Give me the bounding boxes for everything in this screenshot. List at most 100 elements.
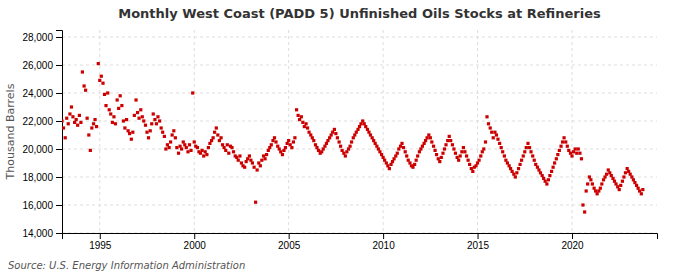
- point: [470, 167, 473, 170]
- x-tick-mark: [289, 233, 290, 239]
- point: [133, 114, 136, 117]
- point: [454, 152, 457, 155]
- point: [355, 131, 358, 134]
- point: [76, 124, 79, 127]
- point: [70, 105, 73, 108]
- point: [429, 136, 432, 139]
- point: [536, 166, 539, 169]
- y-tick-mark: [56, 121, 62, 122]
- point: [101, 82, 104, 85]
- y-tick-label: 28,000: [22, 32, 53, 43]
- point: [485, 115, 488, 118]
- point: [196, 146, 199, 149]
- point: [292, 140, 295, 143]
- point: [309, 133, 312, 136]
- point: [578, 152, 581, 155]
- point: [348, 145, 351, 148]
- point: [345, 150, 348, 153]
- point: [273, 136, 276, 139]
- point: [155, 122, 158, 125]
- point: [331, 131, 334, 134]
- point: [213, 131, 216, 134]
- point: [570, 154, 573, 157]
- point: [65, 117, 68, 120]
- plot-area: 19952000200520102015202014,00016,00018,0…: [22, 30, 657, 251]
- point: [177, 152, 180, 155]
- point: [303, 125, 306, 128]
- point: [315, 146, 318, 149]
- point: [394, 154, 397, 157]
- point: [141, 115, 144, 118]
- point: [111, 121, 114, 124]
- point: [259, 164, 262, 167]
- x-tick-label: 2000: [184, 240, 207, 251]
- point: [279, 150, 282, 153]
- point: [567, 149, 570, 152]
- point: [561, 140, 564, 143]
- point: [435, 153, 438, 156]
- point: [638, 189, 641, 192]
- point: [574, 147, 577, 150]
- point: [577, 147, 580, 150]
- point: [500, 146, 503, 149]
- point: [594, 189, 597, 192]
- point: [356, 128, 359, 131]
- y-tick-label: 22,000: [22, 116, 53, 127]
- point: [433, 149, 436, 152]
- y-tick-mark: [56, 93, 62, 94]
- point: [430, 140, 433, 143]
- point: [533, 159, 536, 162]
- point: [344, 154, 347, 157]
- point: [600, 182, 603, 185]
- point: [451, 143, 454, 146]
- point: [388, 167, 391, 170]
- point: [104, 104, 107, 107]
- point: [487, 122, 490, 125]
- point: [630, 175, 633, 178]
- x-tick: 2010: [372, 233, 395, 251]
- point: [529, 150, 532, 153]
- y-axis-line: [56, 31, 63, 234]
- point: [364, 125, 367, 128]
- point: [295, 108, 298, 111]
- point: [618, 188, 621, 191]
- x-tick-mark: [383, 233, 384, 239]
- point: [553, 161, 556, 164]
- point: [237, 159, 240, 162]
- point: [559, 145, 562, 148]
- point: [427, 133, 430, 136]
- point: [145, 131, 148, 134]
- y-tick-label: 18,000: [22, 172, 53, 183]
- point: [432, 145, 435, 148]
- point: [489, 126, 492, 129]
- point: [64, 136, 67, 139]
- point: [415, 159, 418, 162]
- y-axis-label: Thousand Barrels: [4, 83, 17, 180]
- point: [626, 167, 629, 170]
- point: [320, 150, 323, 153]
- point: [282, 149, 285, 152]
- point: [465, 154, 468, 157]
- point: [317, 149, 320, 152]
- x-tick-mark: [572, 233, 573, 239]
- point: [125, 118, 128, 121]
- point: [583, 210, 586, 213]
- points: [62, 62, 644, 214]
- point: [492, 136, 495, 139]
- chart-svg: 19952000200520102015202014,00016,00018,0…: [0, 0, 675, 275]
- point: [189, 149, 192, 152]
- x-tick-mark: [100, 233, 101, 239]
- x-tick: 2000: [184, 233, 207, 251]
- point: [93, 118, 96, 121]
- point: [382, 156, 385, 159]
- point: [182, 140, 185, 143]
- y-tick-mark: [56, 177, 62, 178]
- point: [153, 118, 156, 121]
- point: [471, 170, 474, 173]
- point: [149, 129, 152, 132]
- point: [504, 159, 507, 162]
- point: [408, 161, 411, 164]
- point: [156, 115, 159, 118]
- point: [624, 171, 627, 174]
- point: [100, 75, 103, 78]
